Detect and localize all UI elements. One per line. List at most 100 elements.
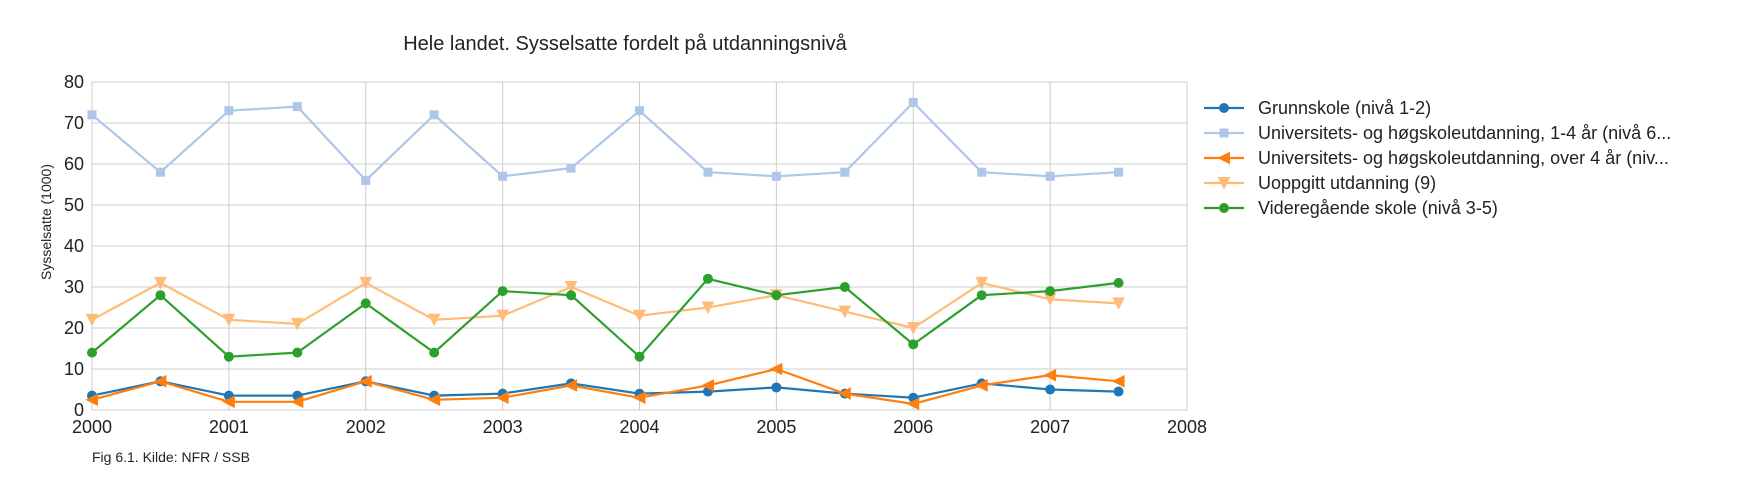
- data-point: [703, 167, 713, 177]
- legend-label: Grunnskole (nivå 1-2): [1258, 98, 1431, 118]
- data-point: [566, 163, 576, 173]
- y-tick-label: 40: [64, 236, 84, 256]
- data-point: [154, 276, 167, 290]
- legend: Grunnskole (nivå 1-2) Universitets- og hø…: [1204, 98, 1671, 218]
- data-point: [222, 395, 235, 409]
- data-point: [840, 167, 850, 177]
- legend-item-5: Videregående skole (nivå 3-5): [1204, 198, 1498, 218]
- data-point: [222, 313, 236, 327]
- data-point: [635, 106, 644, 116]
- x-tick-label: 2007: [1030, 417, 1070, 437]
- data-point: [429, 347, 440, 358]
- x-tick-label: 2003: [483, 417, 523, 437]
- data-point: [838, 387, 851, 400]
- data-point: [359, 276, 373, 290]
- data-point: [496, 391, 509, 405]
- y-tick-label: 50: [64, 195, 84, 215]
- chart-title: Hele landet. Sysselsatte fordelt på utda…: [403, 33, 847, 55]
- data-point: [292, 347, 303, 358]
- data-point: [359, 374, 372, 388]
- legend-label: Uoppgitt utdanning (9): [1258, 173, 1436, 193]
- data-point: [224, 106, 234, 116]
- data-point: [1045, 286, 1056, 297]
- series-layer: [85, 98, 1125, 411]
- x-tick-label: 2006: [893, 417, 933, 437]
- data-point: [223, 351, 234, 362]
- y-axis-label: Sysselsatte (1000): [38, 164, 54, 280]
- y-tick-label: 30: [64, 277, 84, 297]
- legend-item-4: Uoppgitt utdanning (9): [1204, 173, 1436, 193]
- data-point: [155, 167, 165, 177]
- data-point: [771, 382, 782, 393]
- series-line-2: [91, 101, 1119, 182]
- y-tick-label: 10: [64, 359, 84, 379]
- x-tick-label: 2001: [209, 417, 249, 437]
- data-point: [85, 313, 99, 327]
- data-point: [838, 305, 852, 319]
- series-line-1: [91, 380, 1119, 399]
- y-tick-label: 80: [64, 72, 84, 92]
- data-point: [566, 290, 577, 301]
- data-point: [155, 290, 166, 301]
- data-point: [771, 171, 781, 181]
- data-point: [906, 322, 920, 335]
- data-point: [290, 395, 304, 409]
- legend-marker: [1219, 203, 1229, 213]
- data-point: [701, 301, 715, 315]
- data-point: [292, 102, 302, 112]
- y-tick-label: 60: [64, 154, 84, 174]
- data-point: [702, 273, 713, 284]
- x-tick-label: 2008: [1167, 417, 1207, 437]
- legend-item-3: Universitets- og høgskoleutdanning, over…: [1204, 148, 1669, 168]
- series-line-3: [91, 367, 1119, 405]
- chart-caption: Fig 6.1. Kilde: NFR / SSB: [92, 449, 250, 465]
- data-point: [153, 374, 167, 388]
- data-point: [85, 393, 98, 407]
- y-tick-label: 70: [64, 113, 84, 133]
- series-5: [87, 273, 1124, 362]
- series-line-5: [91, 277, 1119, 358]
- data-point: [427, 393, 441, 407]
- x-tick-label: 2004: [619, 417, 659, 437]
- data-point: [634, 351, 645, 362]
- x-axis-ticks: 2000 2001 2002 2003 2004 2005 2006 2007 2008: [72, 417, 1207, 437]
- data-point: [1113, 277, 1124, 288]
- data-point: [975, 379, 988, 392]
- data-point: [1045, 384, 1056, 395]
- data-point: [769, 362, 783, 376]
- data-point: [498, 171, 508, 181]
- y-axis-ticks: 0 10 20 30 40 50 60 70 80: [64, 72, 84, 420]
- data-point: [291, 317, 304, 331]
- data-point: [908, 98, 918, 107]
- data-point: [1043, 368, 1057, 382]
- legend-label: Videregående skole (nivå 3-5): [1258, 198, 1498, 218]
- data-point: [701, 379, 714, 392]
- data-point: [1114, 167, 1124, 177]
- series-2: [87, 98, 1124, 185]
- data-point: [906, 397, 920, 411]
- legend-item-2: Universitets- og høgskoleutdanning, 1-4 …: [1204, 123, 1671, 143]
- series-3: [85, 362, 1125, 411]
- data-point: [87, 347, 97, 358]
- legend-label: Universitets- og høgskoleutdanning, 1-4 …: [1258, 123, 1671, 143]
- data-point: [564, 379, 578, 392]
- x-tick-label: 2005: [756, 417, 796, 437]
- data-point: [976, 290, 987, 301]
- data-point: [977, 167, 987, 177]
- data-point: [361, 175, 371, 185]
- y-tick-label: 0: [74, 400, 84, 420]
- legend-marker: [1217, 151, 1230, 165]
- x-tick-label: 2002: [346, 417, 386, 437]
- data-point: [360, 298, 371, 309]
- data-point: [1112, 297, 1125, 311]
- data-point: [496, 309, 509, 323]
- data-point: [908, 339, 919, 350]
- data-point: [87, 110, 97, 120]
- y-tick-label: 20: [64, 318, 84, 338]
- series-line-4: [91, 281, 1119, 330]
- plot-frame: [91, 81, 1188, 411]
- data-point: [427, 313, 441, 327]
- data-point: [1113, 386, 1124, 397]
- legend-label: Universitets- og høgskoleutdanning, over…: [1258, 148, 1669, 168]
- data-point: [497, 286, 508, 297]
